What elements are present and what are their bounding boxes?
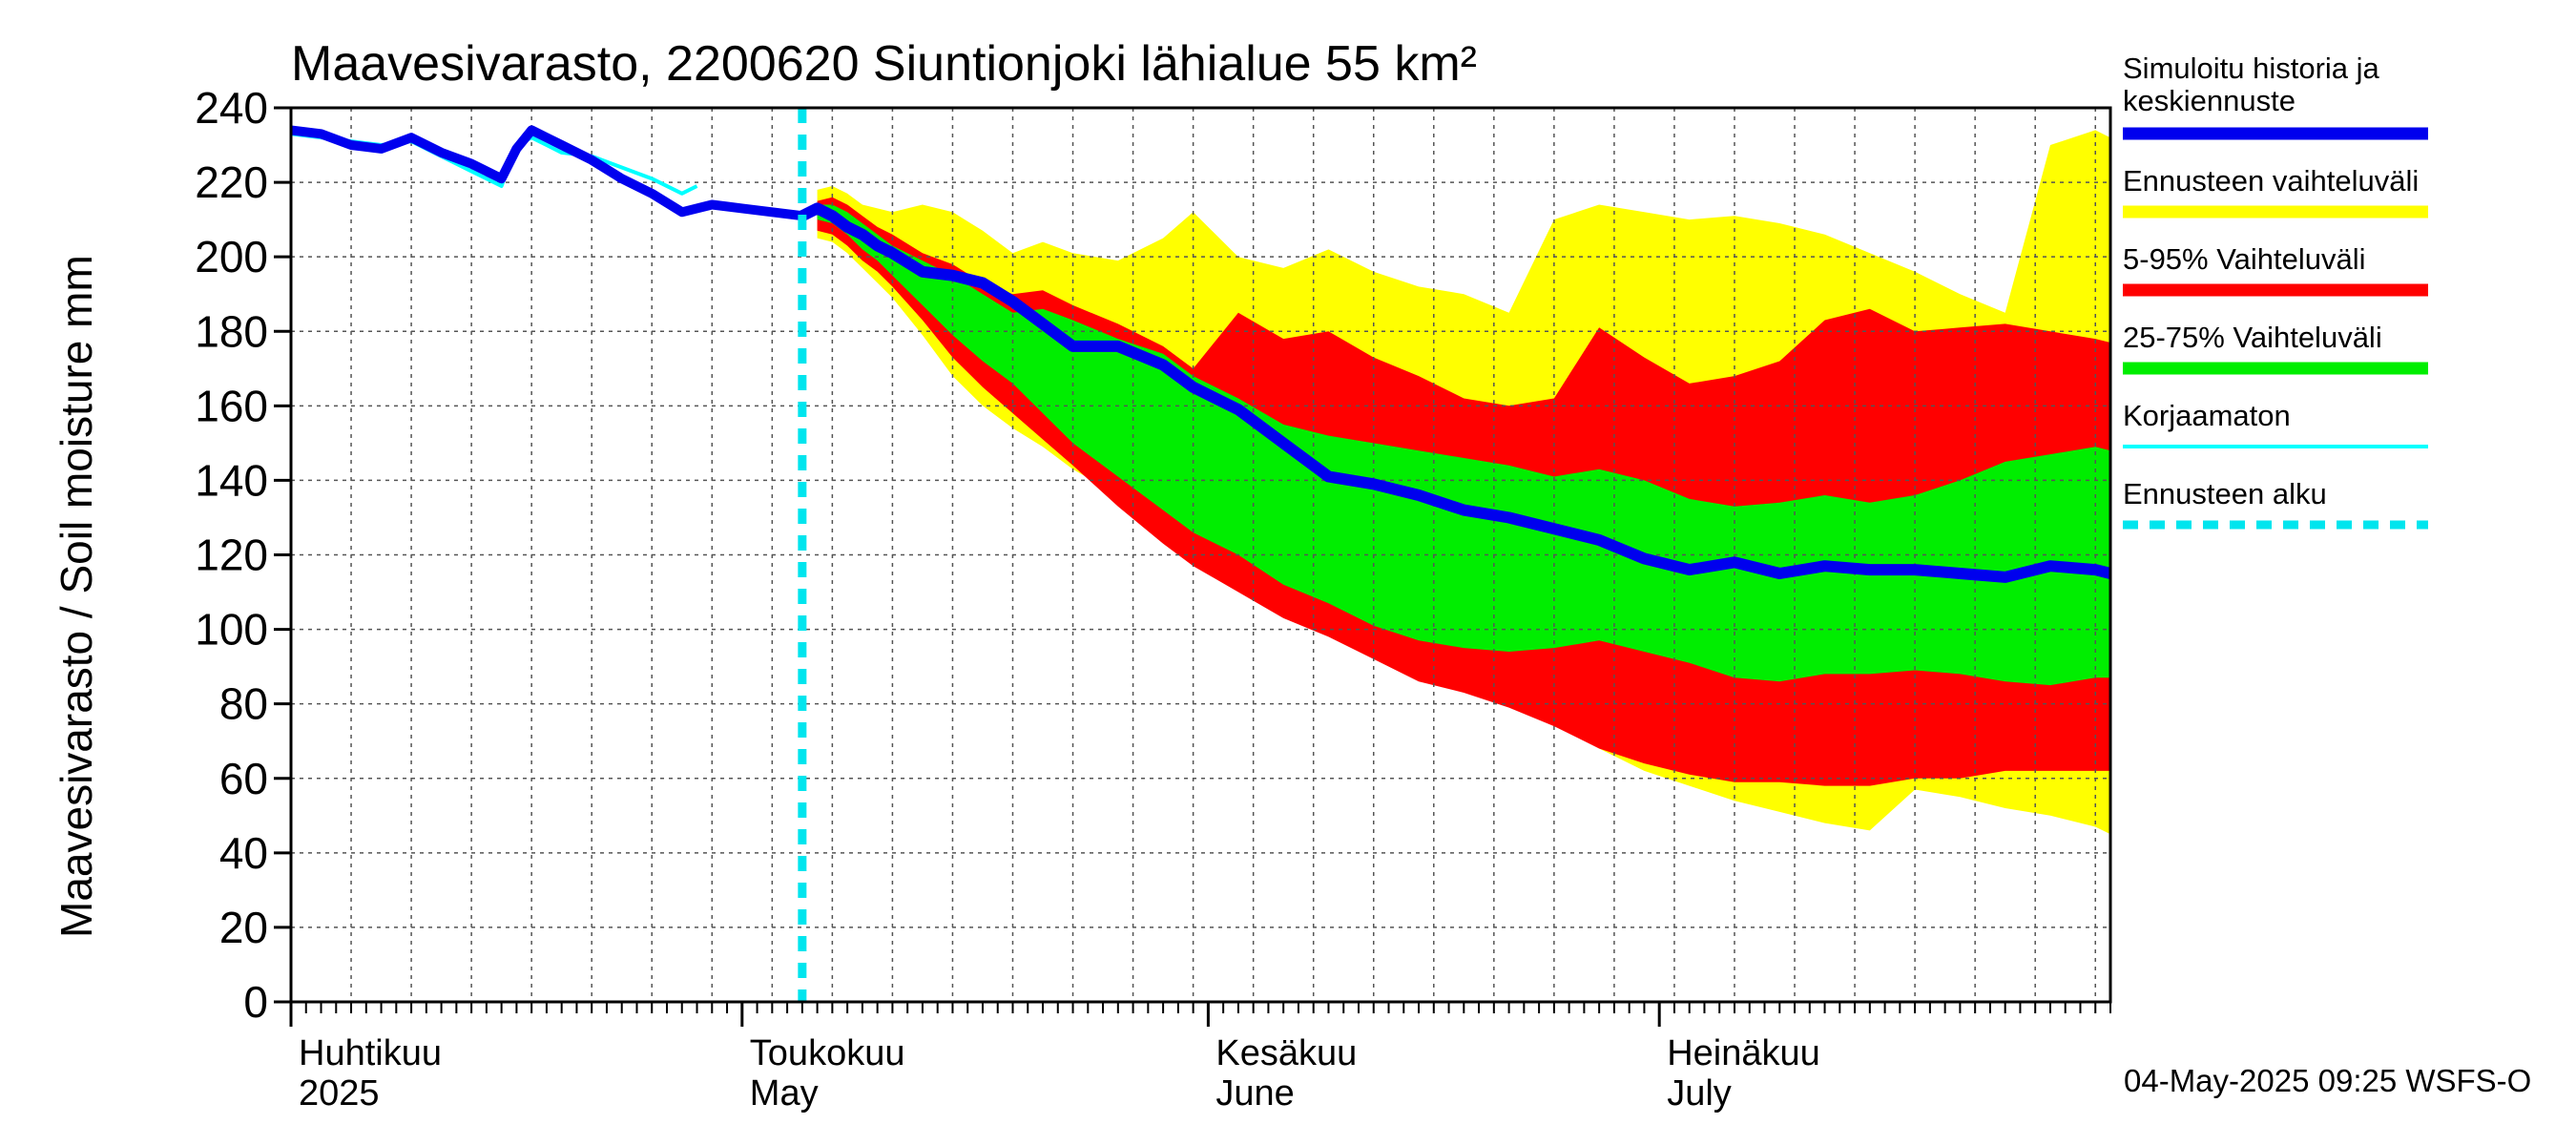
mean-forecast-line	[800, 202, 2112, 583]
month-label-en: May	[750, 1073, 819, 1114]
forecast-bands	[817, 130, 2110, 835]
legend-label-2: 5-95% Vaihteluväli	[2123, 242, 2365, 276]
y-tick-label-120: 120	[195, 531, 268, 580]
month-label-fi: Kesäkuu	[1215, 1033, 1357, 1073]
y-axis-label: Maavesivarasto / Soil moisture mm	[52, 255, 101, 938]
y-tick-label-40: 40	[219, 828, 268, 878]
band-25-75	[817, 204, 2110, 686]
y-tick-label-180: 180	[195, 306, 268, 356]
y-tick-label-200: 200	[195, 232, 268, 281]
month-label-en: July	[1667, 1073, 1732, 1114]
y-axis-ticks: 0 20 40 60 80 100 120 140 160 180 200 220 240	[195, 83, 291, 1027]
legend-label-0: Simuloitu historia ja	[2123, 52, 2380, 85]
y-tick-label-20: 20	[219, 903, 268, 952]
month-label-fi: Huhtikuu	[299, 1033, 442, 1073]
legend-label-5: Ennusteen alku	[2123, 477, 2327, 510]
month-label-en: 2025	[299, 1073, 380, 1114]
legend-label-1: Ennusteen vaihteluväli	[2123, 164, 2419, 198]
y-tick-label-160: 160	[195, 381, 268, 430]
y-tick-label-140: 140	[195, 455, 268, 505]
chart-title: Maavesivarasto, 2200620 Siuntionjoki läh…	[291, 36, 1477, 92]
y-tick-label-0: 0	[243, 977, 268, 1027]
month-label-fi: Toukokuu	[750, 1033, 905, 1073]
legend-label-4: Korjaamaton	[2123, 399, 2291, 432]
month-label-en: June	[1215, 1073, 1294, 1114]
y-tick-label-100: 100	[195, 605, 268, 655]
simulated-history-line	[290, 125, 803, 221]
y-tick-label-220: 220	[195, 157, 268, 207]
y-tick-label-60: 60	[219, 754, 268, 803]
legend-label-3: 25-75% Vaihteluväli	[2123, 321, 2382, 354]
y-tick-label-80: 80	[219, 679, 268, 729]
legend-label-0-line2: keskiennuste	[2123, 84, 2296, 117]
y-tick-label-240: 240	[195, 83, 268, 133]
timestamp: 04-May-2025 09:25 WSFS-O	[2124, 1063, 2531, 1098]
grid-lines	[291, 108, 2110, 1002]
month-label-fi: Heinäkuu	[1667, 1033, 1820, 1073]
series-lines	[290, 108, 2112, 1002]
